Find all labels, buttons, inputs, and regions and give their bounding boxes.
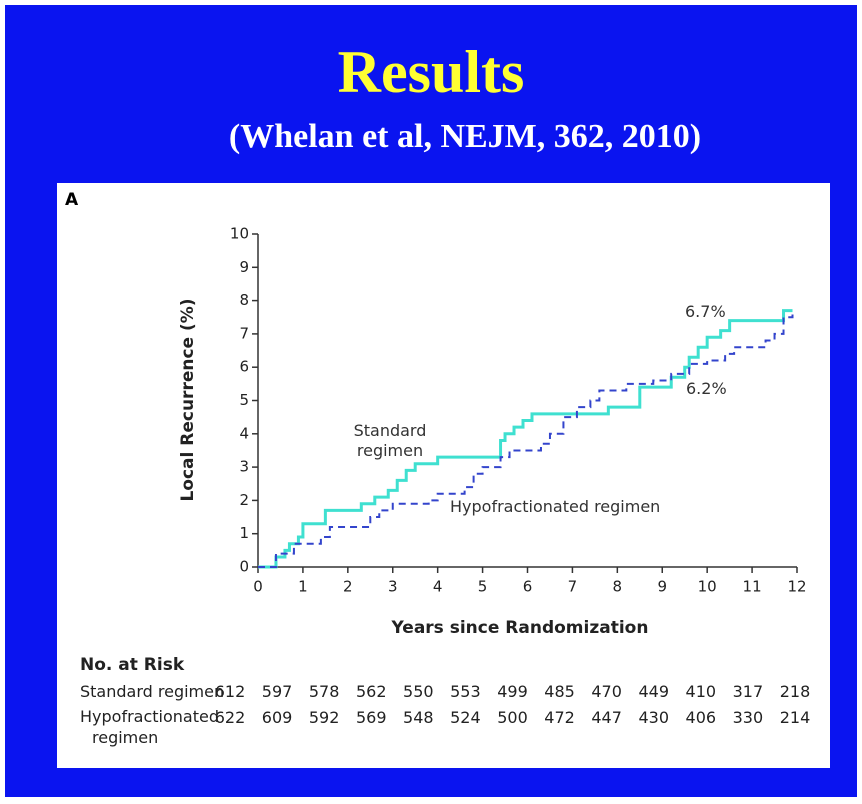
risk-row-label: Hypofractionated regimen <box>80 707 219 747</box>
risk-table-title: No. at Risk <box>80 655 185 675</box>
risk-count: 406 <box>685 708 717 727</box>
annotation: 6.2% <box>686 379 727 398</box>
x-tick-label: 2 <box>343 578 353 596</box>
risk-count: 548 <box>403 708 434 727</box>
risk-count: 485 <box>544 682 575 701</box>
x-tick-label: 10 <box>698 578 717 596</box>
risk-count: 447 <box>591 708 622 727</box>
x-tick-label: 4 <box>433 578 443 596</box>
risk-count: 592 <box>308 708 340 727</box>
y-tick-label: 5 <box>239 391 249 409</box>
y-tick-label: 8 <box>239 291 249 309</box>
risk-count: 612 <box>214 682 246 701</box>
slide-title: Results <box>337 39 525 105</box>
y-tick-label: 6 <box>239 358 249 376</box>
risk-count: 449 <box>638 682 670 701</box>
risk-count: 622 <box>214 708 246 727</box>
risk-count: 214 <box>779 708 811 727</box>
risk-count: 609 <box>261 708 293 727</box>
risk-count: 410 <box>685 682 717 701</box>
y-tick-label: 0 <box>239 558 249 576</box>
y-tick-label: 9 <box>239 258 249 276</box>
x-tick-label: 0 <box>253 578 263 596</box>
x-tick-label: 5 <box>478 578 488 596</box>
figure-panel <box>57 183 830 768</box>
y-tick-label: 1 <box>239 524 249 542</box>
y-tick-label: 2 <box>239 491 249 509</box>
slide-subtitle: (Whelan et al, NEJM, 362, 2010) <box>228 118 702 155</box>
y-axis-label: Local Recurrence (%) <box>178 298 198 501</box>
risk-count: 553 <box>450 682 481 701</box>
y-tick-label: 3 <box>239 458 249 476</box>
annotation: 6.7% <box>685 302 726 321</box>
risk-count: 330 <box>732 708 764 727</box>
annotation: Hypofractionated regimen <box>450 497 661 516</box>
risk-count: 562 <box>355 682 387 701</box>
x-tick-label: 3 <box>388 578 398 596</box>
x-tick-label: 6 <box>523 578 533 596</box>
x-tick-label: 9 <box>657 578 667 596</box>
panel-label: A <box>65 190 79 210</box>
risk-count: 524 <box>450 708 481 727</box>
risk-row-label: Standard regimen <box>80 682 225 701</box>
x-tick-label: 7 <box>568 578 578 596</box>
risk-count: 499 <box>497 682 528 701</box>
x-tick-label: 1 <box>298 578 308 596</box>
x-tick-label: 8 <box>613 578 623 596</box>
y-tick-label: 4 <box>239 424 249 442</box>
y-tick-label: 7 <box>239 324 249 342</box>
risk-count: 500 <box>497 708 528 727</box>
annotation: Standard regimen <box>353 421 427 460</box>
survival-curve <box>258 310 794 568</box>
y-tick-label: 10 <box>230 225 249 243</box>
survival-curve <box>258 309 793 569</box>
risk-count: 597 <box>261 682 293 701</box>
x-tick-label: 11 <box>743 578 762 596</box>
risk-count: 218 <box>779 682 811 701</box>
risk-count: 578 <box>308 682 340 701</box>
risk-count: 550 <box>403 682 434 701</box>
risk-count: 569 <box>355 708 387 727</box>
risk-count: 317 <box>732 682 764 701</box>
risk-count: 470 <box>591 682 622 701</box>
x-axis-label: Years since Randomization <box>391 618 649 638</box>
x-tick-label: 12 <box>787 578 806 596</box>
risk-count: 430 <box>638 708 670 727</box>
risk-count: 472 <box>544 708 575 727</box>
